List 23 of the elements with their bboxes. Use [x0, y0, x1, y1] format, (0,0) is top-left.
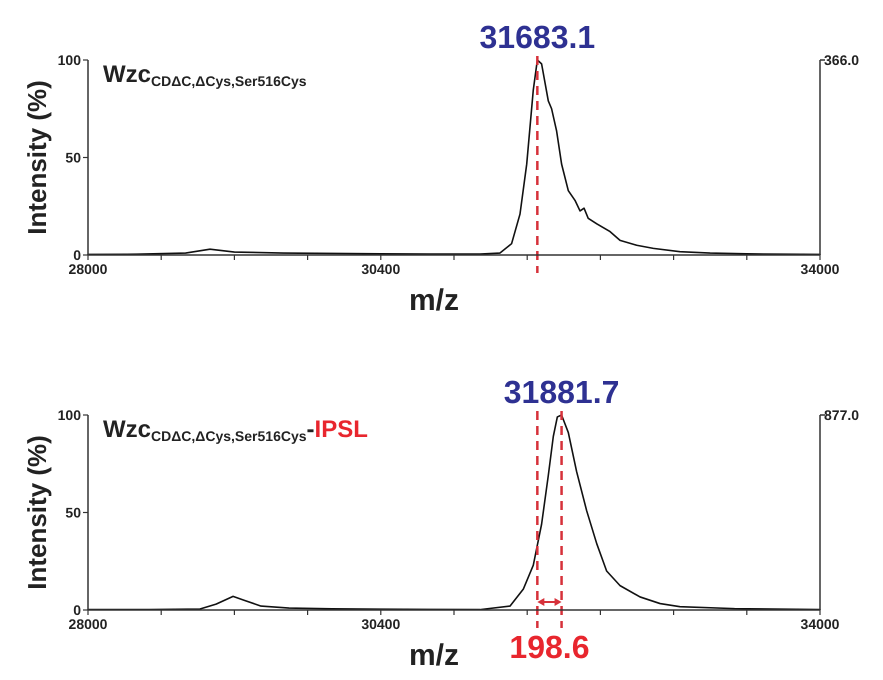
y-tick-label: 100 [58, 407, 82, 423]
text: 198.6 [509, 629, 590, 665]
x-tick-label: 34000 [800, 616, 840, 632]
x-tick-label: 28000 [68, 616, 108, 632]
annotation: 31683.1 [480, 19, 596, 55]
y-tick-label: 50 [65, 150, 82, 166]
y-tick-label: 100 [58, 52, 82, 68]
chart-title: Wzc$_{CDΔC,ΔCys,Ser516Cys}$-IPSL [103, 416, 368, 444]
x-axis-title: m/z [408, 639, 460, 672]
y-axis-title: Intensity (%) [22, 435, 52, 590]
text: 366.0 [824, 52, 860, 68]
chart-title: Wzc$_{CDΔC,ΔCys,Ser516Cys}$ [103, 61, 307, 90]
x-tick-label: 30400 [361, 261, 400, 277]
y-tick-label: 0 [73, 247, 82, 263]
x-tick-label: 30400 [361, 616, 400, 632]
text: 877.0 [824, 407, 860, 423]
y-tick-label: 50 [65, 504, 82, 520]
y-axis-title: Intensity (%) [22, 80, 52, 235]
annotation: 31881.7 [504, 374, 620, 410]
x-axis-title: m/z [408, 284, 460, 317]
y-tick-label: 0 [73, 602, 82, 618]
x-tick-label: 34000 [800, 261, 840, 277]
x-tick-label: 28000 [68, 261, 108, 277]
